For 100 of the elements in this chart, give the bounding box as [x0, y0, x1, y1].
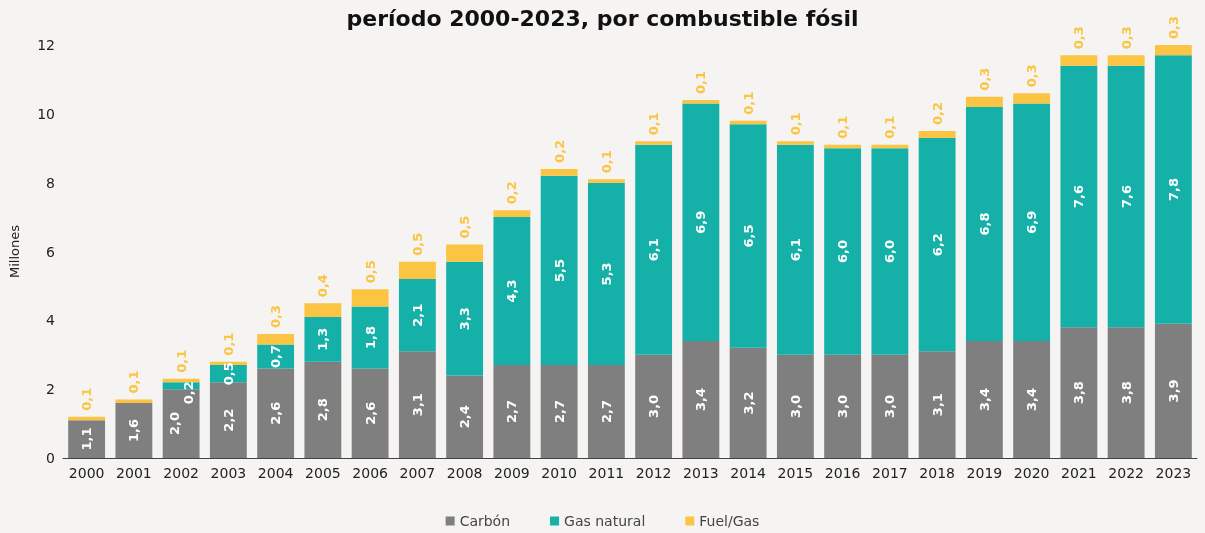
data-label: 0,5 — [220, 362, 236, 386]
bar — [68, 420, 106, 458]
bar — [1060, 65, 1098, 328]
bar — [540, 365, 578, 458]
x-tick-label: 2003 — [210, 465, 247, 481]
data-label: 5,3 — [598, 262, 614, 286]
bar — [1107, 327, 1145, 458]
data-label: 0,3 — [1118, 26, 1134, 50]
data-label: 3,8 — [1118, 381, 1134, 405]
bar — [1154, 55, 1192, 324]
x-tick-label: 2009 — [494, 465, 530, 481]
bar — [304, 361, 342, 458]
data-label: 6,0 — [835, 239, 851, 264]
data-label: 3,0 — [882, 394, 898, 418]
bar — [1107, 65, 1145, 328]
x-tick-label: 2013 — [683, 465, 719, 481]
x-tick-label: 2021 — [1061, 465, 1097, 481]
y-tick-label: 4 — [46, 312, 56, 329]
data-label: 3,4 — [976, 387, 992, 412]
data-label: 0,1 — [598, 150, 614, 174]
x-tick-label: 2012 — [635, 465, 672, 481]
x-tick-label: 2017 — [872, 465, 908, 481]
chart-title: período 2000-2023, por combustible fósil — [346, 5, 859, 31]
x-tick-label: 2019 — [966, 465, 1003, 481]
bar — [1154, 45, 1192, 56]
bar — [257, 334, 295, 345]
x-tick-label: 2005 — [305, 465, 341, 481]
bar — [965, 340, 1003, 458]
data-label: 2,4 — [457, 405, 473, 429]
data-label: 0,1 — [646, 112, 662, 136]
bar — [1013, 103, 1051, 341]
data-label: 0,3 — [1165, 15, 1181, 39]
x-tick-label: 2011 — [588, 465, 625, 481]
data-label: 3,0 — [835, 394, 851, 418]
bar — [304, 316, 342, 362]
bar — [1060, 327, 1098, 458]
data-label: 4,3 — [504, 279, 520, 303]
data-label: 2,7 — [551, 400, 567, 424]
data-label: 6,1 — [646, 238, 662, 262]
bar — [635, 144, 673, 355]
bar — [398, 261, 436, 280]
data-label: 0,2 — [504, 181, 520, 205]
data-label: 1,6 — [126, 418, 142, 442]
x-tick-label: 2002 — [163, 465, 199, 481]
data-label: 1,8 — [362, 326, 378, 350]
bar — [257, 368, 295, 458]
data-label: 6,9 — [693, 210, 709, 234]
data-label: 0,3 — [976, 67, 992, 91]
data-label: 0,7 — [268, 344, 284, 368]
x-tick-label: 2010 — [541, 465, 577, 481]
bar — [918, 137, 956, 352]
data-label: 7,6 — [1071, 184, 1087, 208]
data-label: 2,6 — [268, 401, 284, 425]
x-tick-label: 2023 — [1155, 465, 1192, 481]
y-tick-label: 12 — [37, 37, 55, 53]
bar — [682, 340, 720, 458]
x-tick-label: 2001 — [116, 465, 152, 481]
bar — [871, 148, 909, 355]
x-tick-label: 2020 — [1013, 465, 1050, 481]
data-label: 2,7 — [504, 400, 520, 424]
data-label: 5,5 — [551, 258, 567, 282]
data-label: 0,5 — [409, 232, 425, 256]
data-label: 2,8 — [315, 398, 331, 422]
data-label: 6,9 — [1024, 210, 1040, 234]
data-label: 6,1 — [787, 238, 803, 262]
data-label: 0,3 — [1024, 64, 1040, 88]
data-label: 3,0 — [787, 394, 803, 418]
data-label: 3,9 — [1165, 379, 1181, 403]
data-label: 0,4 — [315, 274, 331, 298]
bar — [776, 354, 814, 458]
data-label: 6,2 — [929, 233, 945, 257]
data-label: 0,1 — [740, 91, 756, 115]
bar — [398, 351, 436, 458]
x-tick-label: 2004 — [257, 465, 294, 481]
bar — [115, 402, 153, 458]
data-label: 3,3 — [457, 307, 473, 331]
y-tick-label: 0 — [46, 450, 55, 466]
x-tick-label: 2014 — [730, 465, 767, 481]
data-label: 6,8 — [976, 212, 992, 236]
bar — [351, 289, 389, 307]
data-label: 2,6 — [362, 401, 378, 425]
data-label: 2,1 — [409, 303, 425, 327]
data-label: 2,0 — [166, 412, 182, 436]
bar — [304, 303, 342, 317]
bar — [540, 168, 578, 176]
x-tick-label: 2000 — [68, 465, 105, 481]
data-label: 3,1 — [929, 393, 945, 417]
bar — [446, 244, 484, 262]
x-tick-label: 2022 — [1108, 465, 1144, 481]
bar — [1154, 323, 1192, 458]
data-label: 0,3 — [268, 305, 284, 329]
data-label: 0,1 — [126, 370, 142, 394]
data-label: 0,1 — [835, 115, 851, 139]
bar — [729, 124, 767, 348]
bar — [682, 103, 720, 341]
bar — [351, 368, 389, 458]
data-label: 2,2 — [220, 408, 236, 432]
data-label: 6,5 — [740, 224, 756, 248]
bar — [587, 365, 625, 458]
legend-label: Gas natural — [564, 513, 646, 529]
